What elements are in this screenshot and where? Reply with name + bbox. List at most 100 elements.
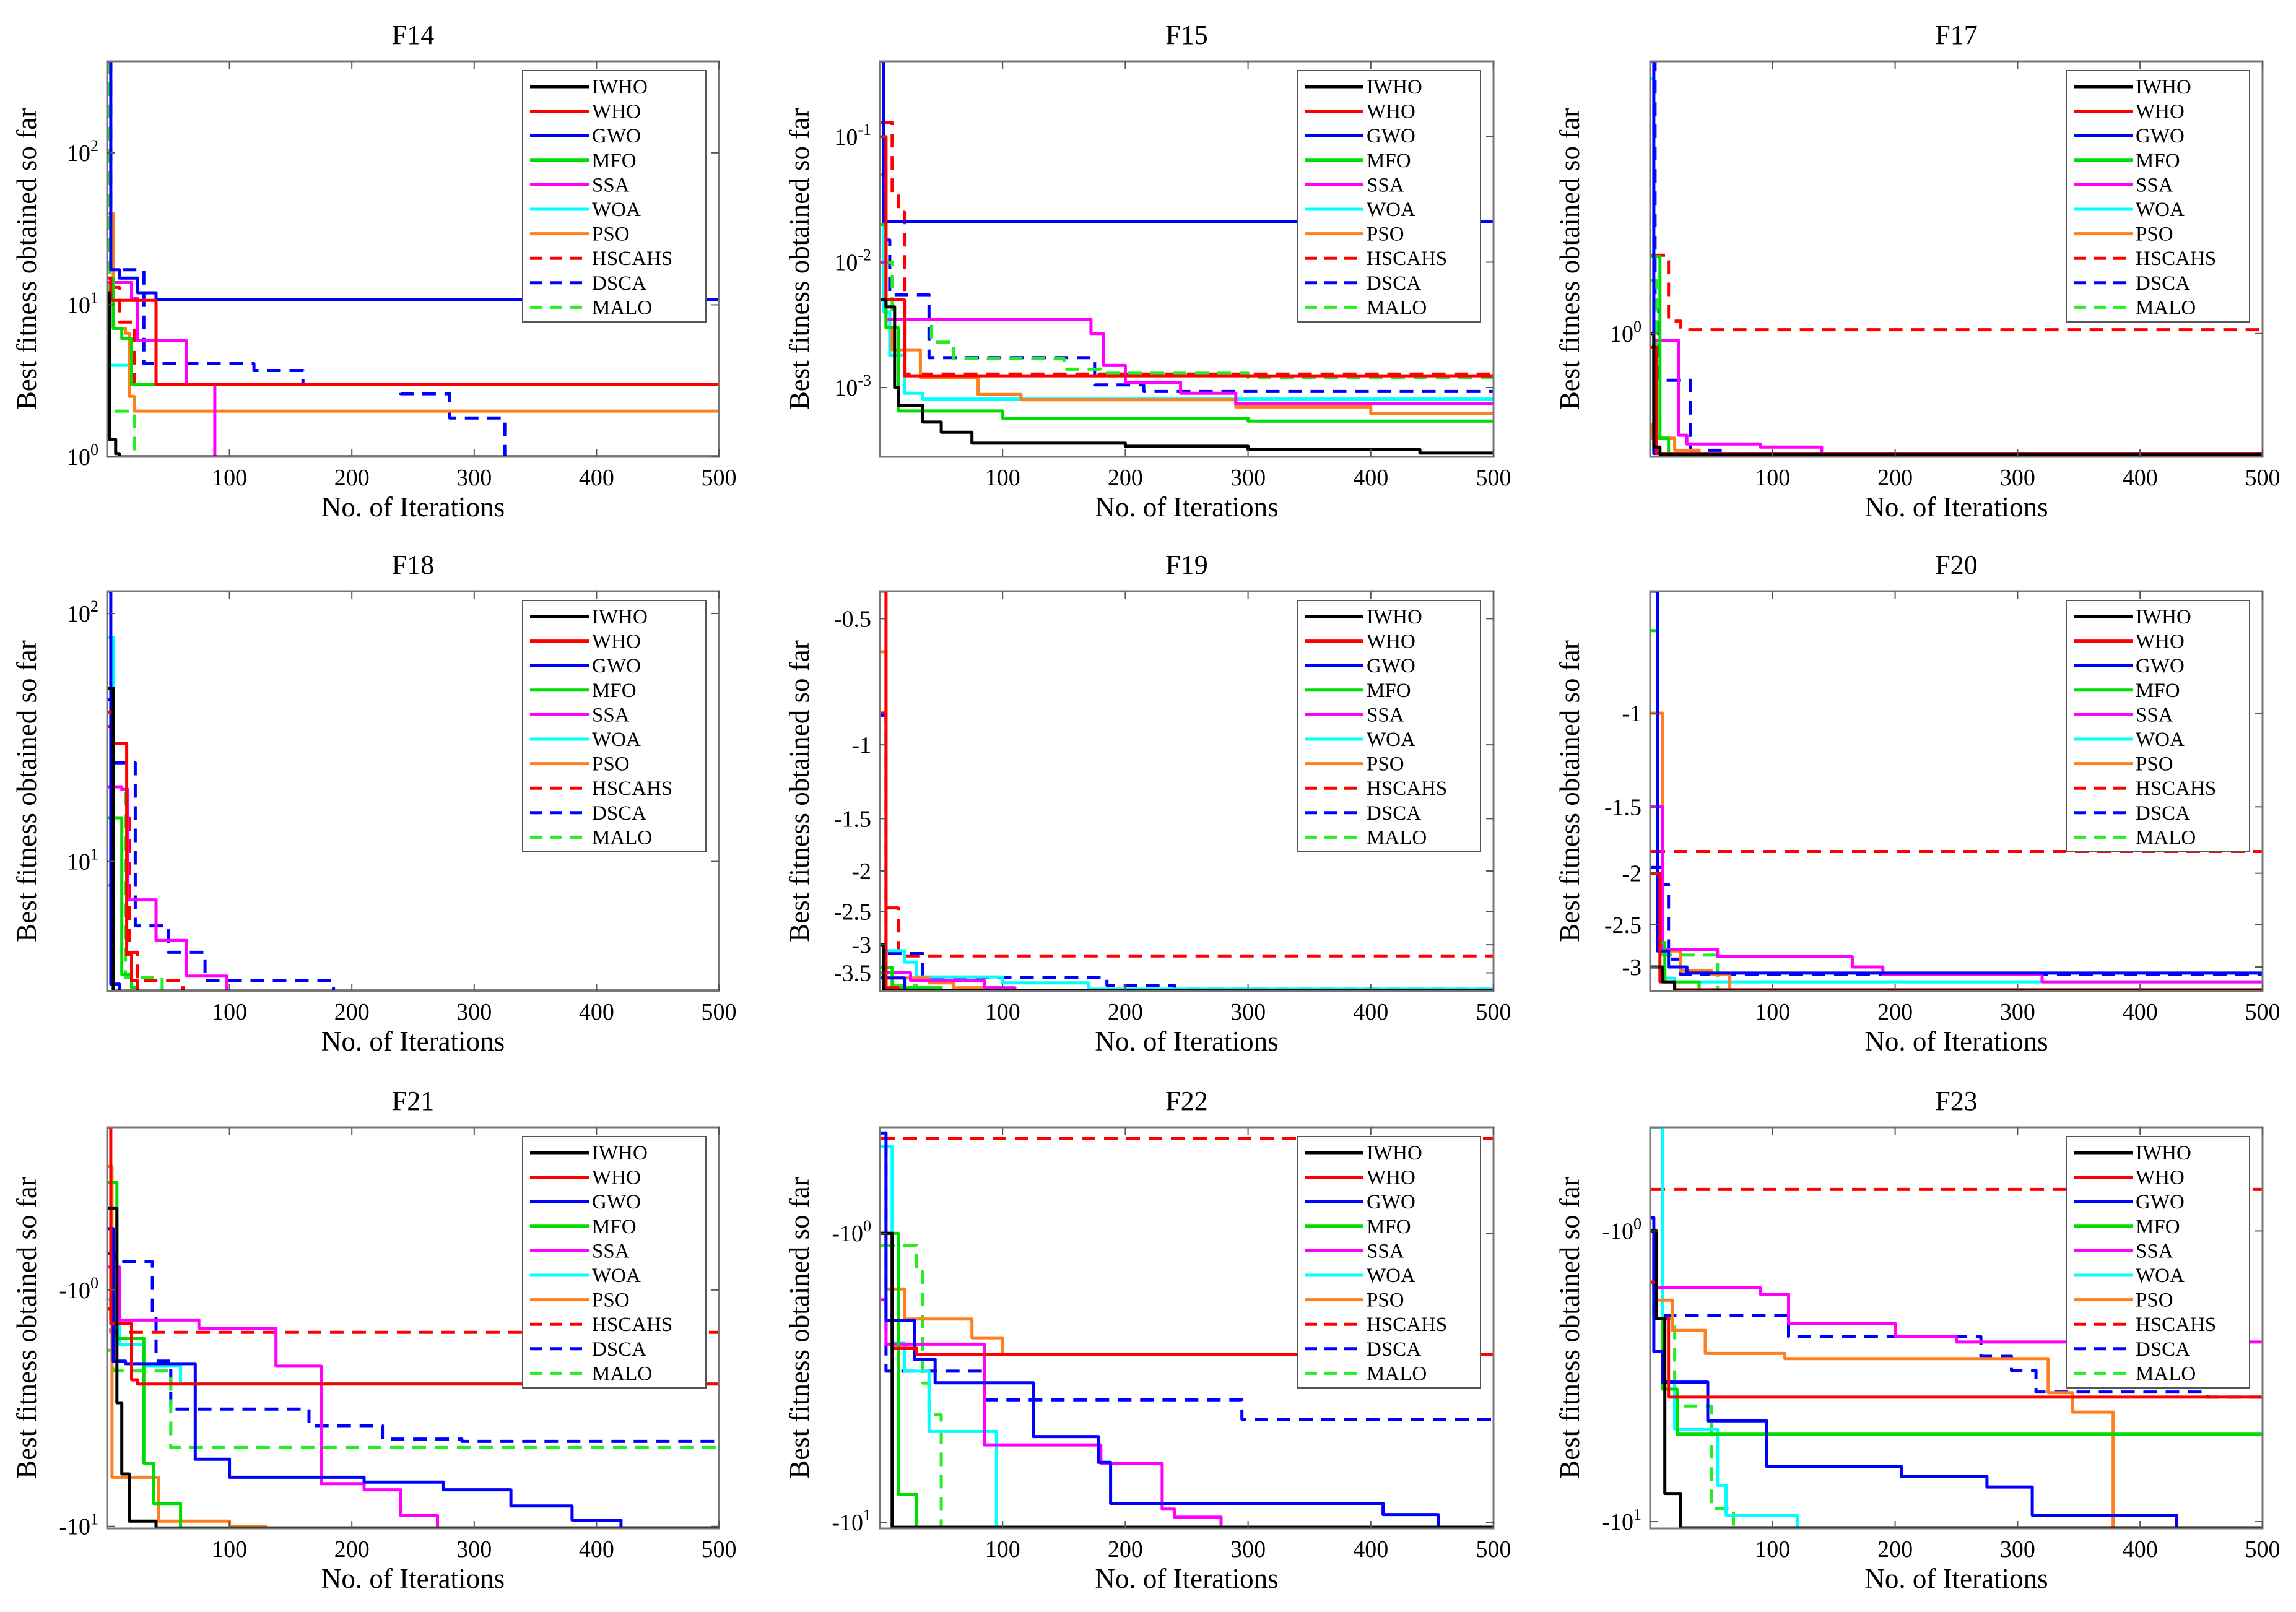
series-line-dsca <box>108 61 719 457</box>
legend-label-pso: PSO <box>592 1289 630 1312</box>
legend-label-dsca: DSCA <box>592 1338 646 1361</box>
y-axis-label: Best fitness obtained so far <box>11 108 42 410</box>
x-axis-label: No. of Iterations <box>321 1026 505 1057</box>
y-tick-label: 100 <box>1610 318 1642 347</box>
series-line-iwho <box>1651 1229 2263 1528</box>
series-line-who <box>108 276 719 386</box>
y-tick-label: -2 <box>851 859 871 885</box>
y-tick-label: -2.5 <box>834 899 871 925</box>
x-tick-label: 300 <box>456 465 492 491</box>
legend-label-hscahs: HSCAHS <box>2136 778 2216 800</box>
axes-frame <box>106 590 720 992</box>
legend-label-mfo: MFO <box>1367 1216 1411 1238</box>
legend-label-pso: PSO <box>2136 1289 2173 1312</box>
y-tick-label: 102 <box>67 597 98 627</box>
y-tick-label: -100 <box>1602 1215 1642 1244</box>
legend-label-dsca: DSCA <box>1367 1338 1421 1361</box>
series-line-gwo <box>1651 1216 2263 1528</box>
x-tick-label: 500 <box>1476 465 1511 491</box>
legend-label-ssa: SSA <box>2136 704 2173 726</box>
x-tick-label: 400 <box>579 1536 614 1562</box>
y-tick-label: 10-2 <box>834 246 871 275</box>
x-tick-label: 400 <box>2123 1536 2158 1562</box>
x-tick-label: 200 <box>1108 1536 1143 1562</box>
x-axis-label: No. of Iterations <box>1095 1563 1278 1594</box>
y-tick-label: -3 <box>851 932 871 958</box>
series-line-dsca <box>1651 61 2263 456</box>
x-tick-label: 500 <box>702 1536 737 1562</box>
series-group <box>1651 591 2263 991</box>
x-tick-label: 400 <box>579 465 614 491</box>
y-axis-label: Best fitness obtained so far <box>784 640 815 942</box>
subplot-f14: F14 100 200 300 400 500 100 101 102 No. of Iterat… <box>11 20 737 522</box>
legend-label-hscahs: HSCAHS <box>1367 1314 1447 1336</box>
legend-label-gwo: GWO <box>2136 125 2185 147</box>
x-tick-label: 100 <box>985 1536 1020 1562</box>
axes-frame <box>1649 1126 2264 1530</box>
legend-label-pso: PSO <box>2136 223 2173 246</box>
series-group <box>881 1131 1494 1528</box>
legend-label-who: WHO <box>592 631 641 653</box>
series-line-gwo <box>1651 591 2263 975</box>
x-tick-label: 300 <box>2000 999 2035 1025</box>
legend-label-malo: MALO <box>592 826 652 849</box>
series-line-ssa <box>881 1298 1494 1528</box>
legend-label-iwho: IWHO <box>1367 1142 1422 1164</box>
legend-label-malo: MALO <box>1367 297 1427 319</box>
x-tick-label: 200 <box>1108 465 1143 491</box>
legend-label-who: WHO <box>1367 101 1415 123</box>
axes-frame <box>1649 590 2264 992</box>
y-tick-label: -1 <box>1622 701 1642 727</box>
axes-frame <box>106 1126 720 1530</box>
legend-label-who: WHO <box>2136 1167 2185 1189</box>
x-tick-label: 100 <box>212 465 247 491</box>
subplot-f23: F23 100 200 300 400 500 -100 -101 No. of Iterati… <box>1554 1086 2281 1594</box>
legend-label-dsca: DSCA <box>1367 272 1421 295</box>
series-line-gwo <box>108 1227 719 1528</box>
legend-label-gwo: GWO <box>1367 125 1415 147</box>
axes-frame <box>879 60 1495 458</box>
series-line-iwho <box>108 687 719 991</box>
x-tick-label: 200 <box>1877 1536 1913 1562</box>
legend-label-gwo: GWO <box>2136 1191 2185 1213</box>
legend-label-ssa: SSA <box>1367 174 1404 196</box>
legend-label-iwho: IWHO <box>1367 606 1422 628</box>
legend-label-malo: MALO <box>2136 297 2196 319</box>
x-tick-label: 200 <box>1108 999 1143 1025</box>
legend-label-gwo: GWO <box>592 655 641 677</box>
legend-label-gwo: GWO <box>1367 1191 1415 1213</box>
x-tick-label: 100 <box>1755 999 1790 1025</box>
subplot-f21: F21 100 200 300 400 500 -100 -101 No. of Iterati… <box>11 1086 737 1594</box>
series-line-dsca <box>1651 1280 2263 1399</box>
axes-frame <box>879 590 1495 992</box>
x-tick-label: 300 <box>1230 465 1266 491</box>
series-line-ssa <box>108 1265 719 1528</box>
x-tick-label: 200 <box>1877 999 1913 1025</box>
legend-label-who: WHO <box>1367 631 1415 653</box>
legend-label-mfo: MFO <box>2136 680 2180 702</box>
x-tick-label: 100 <box>985 999 1020 1025</box>
subplot-f22: F22 100 200 300 400 500 -100 -101 No. of Iterati… <box>784 1086 1511 1594</box>
y-axis-label: Best fitness obtained so far <box>1554 640 1585 942</box>
y-tick-label: -0.5 <box>834 606 871 632</box>
x-tick-label: 400 <box>2123 999 2158 1025</box>
legend-label-iwho: IWHO <box>2136 1142 2191 1164</box>
x-axis-label: No. of Iterations <box>321 492 505 522</box>
x-tick-label: 300 <box>2000 465 2035 491</box>
series-line-gwo <box>881 1131 1494 1528</box>
series-line-malo <box>881 1244 1494 1528</box>
legend-label-pso: PSO <box>1367 1289 1404 1312</box>
legend-label-malo: MALO <box>592 297 652 319</box>
x-tick-label: 300 <box>2000 1536 2035 1562</box>
legend-label-dsca: DSCA <box>1367 802 1421 825</box>
series-line-ssa <box>1651 805 2263 984</box>
y-tick-label: -101 <box>1602 1506 1642 1535</box>
legend-label-iwho: IWHO <box>1367 76 1422 98</box>
chart-title: F18 <box>392 550 434 580</box>
x-tick-label: 500 <box>2245 465 2281 491</box>
series-group <box>108 61 719 457</box>
